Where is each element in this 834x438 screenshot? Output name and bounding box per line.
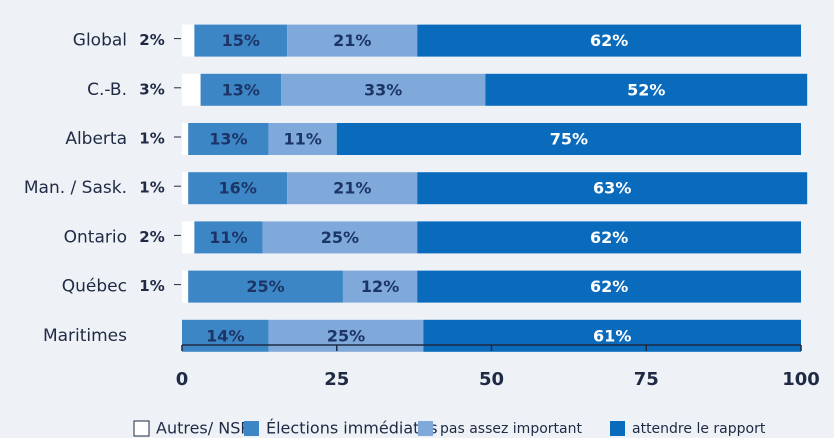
value-label: 3% bbox=[139, 80, 164, 98]
bar-segment bbox=[188, 270, 343, 303]
value-label: 1% bbox=[139, 179, 164, 197]
value-label: 61% bbox=[593, 326, 631, 345]
value-label: 75% bbox=[550, 130, 588, 149]
category-label: Global bbox=[73, 31, 127, 51]
value-label: 15% bbox=[222, 31, 260, 50]
legend-swatch bbox=[244, 421, 259, 436]
bar-segment bbox=[200, 73, 282, 106]
value-label: 11% bbox=[209, 228, 247, 247]
category-label: Maritimes bbox=[43, 326, 127, 346]
bar-segment bbox=[342, 270, 418, 303]
legend-swatch bbox=[418, 421, 433, 436]
x-tick-label: 100 bbox=[782, 369, 820, 390]
category-label: Alberta bbox=[65, 129, 127, 149]
value-label: 2% bbox=[139, 228, 164, 246]
value-label: 21% bbox=[333, 31, 371, 50]
value-label: 52% bbox=[627, 80, 665, 99]
value-label: 2% bbox=[139, 31, 164, 49]
bar-segment bbox=[417, 270, 801, 303]
legend-label: attendre le rapport bbox=[632, 421, 766, 437]
bar-segment bbox=[287, 172, 418, 205]
value-label: 14% bbox=[206, 326, 244, 345]
bar-segment bbox=[423, 319, 801, 352]
x-tick-label: 25 bbox=[324, 369, 349, 390]
legend-label: Élections immédiates bbox=[266, 419, 438, 438]
bar-segment bbox=[417, 24, 801, 57]
bar-segment bbox=[262, 221, 418, 254]
legend-swatch bbox=[133, 420, 150, 437]
bar-segment bbox=[194, 24, 288, 57]
bar-segment bbox=[188, 172, 288, 205]
bar-segment bbox=[182, 123, 189, 155]
bar-segment bbox=[268, 319, 424, 352]
bar-segment bbox=[485, 73, 808, 106]
category-label: C.-B. bbox=[87, 80, 127, 100]
legend-label: pas assez important bbox=[440, 421, 582, 437]
value-label: 63% bbox=[593, 179, 631, 198]
bar-segment bbox=[188, 123, 269, 155]
value-label: 62% bbox=[590, 228, 628, 247]
bar-segment bbox=[182, 24, 195, 57]
value-label: 13% bbox=[209, 130, 247, 149]
value-label: 13% bbox=[222, 80, 260, 99]
bar-segment bbox=[182, 73, 201, 106]
value-label: 25% bbox=[321, 228, 359, 247]
value-label: 12% bbox=[361, 277, 399, 296]
bar-segment bbox=[268, 123, 337, 155]
bar-segment bbox=[336, 123, 801, 155]
bar-segment bbox=[417, 221, 801, 254]
value-label: 16% bbox=[219, 179, 257, 198]
value-label: 21% bbox=[333, 179, 371, 198]
bar-segment bbox=[281, 73, 486, 106]
value-label: 25% bbox=[246, 277, 284, 296]
bar-segment bbox=[182, 221, 195, 254]
category-label: Man. / Sask. bbox=[24, 178, 127, 198]
value-label: 25% bbox=[327, 326, 365, 345]
bar-segment bbox=[194, 221, 263, 254]
value-label: 33% bbox=[364, 80, 402, 99]
category-label: Ontario bbox=[64, 227, 127, 247]
value-label: 1% bbox=[139, 130, 164, 148]
legend-swatch bbox=[610, 421, 625, 436]
bar-segment bbox=[182, 172, 189, 205]
value-label: 62% bbox=[590, 277, 628, 296]
bar-segment bbox=[182, 319, 269, 352]
category-label: Québec bbox=[62, 277, 127, 297]
bar-segment bbox=[287, 24, 418, 57]
legend-label: Autres/ NSP bbox=[156, 419, 250, 438]
x-tick-label: 75 bbox=[634, 369, 659, 390]
value-label: 62% bbox=[590, 31, 628, 50]
value-label: 1% bbox=[139, 277, 164, 295]
x-tick-label: 50 bbox=[479, 369, 504, 390]
bar-segment bbox=[417, 172, 808, 205]
x-tick-label: 0 bbox=[176, 369, 189, 390]
bar-segment bbox=[182, 270, 189, 303]
value-label: 11% bbox=[284, 130, 322, 149]
